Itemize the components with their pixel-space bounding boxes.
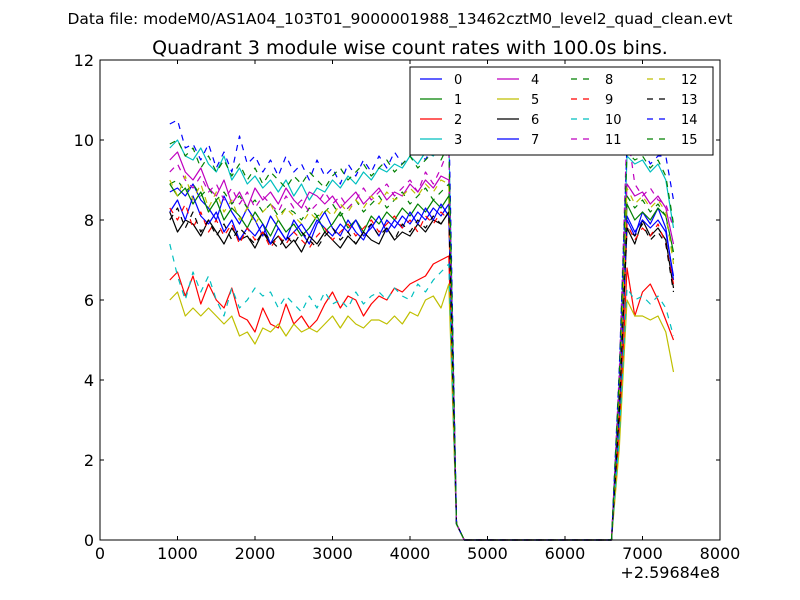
x-tick-label: 0 xyxy=(95,544,105,563)
legend-label-0: 0 xyxy=(454,73,462,88)
x-tick-label: 3000 xyxy=(312,544,353,563)
y-tick-label: 0 xyxy=(84,531,94,550)
tick-layer: 0 1000 2000 3000 4000 5000 6000 7000 80000246810… xyxy=(74,51,741,563)
x-tick-label: 2000 xyxy=(235,544,276,563)
figure-suptitle: Data file: modeM0/AS1A04_103T01_90000019… xyxy=(67,10,732,29)
legend-label-3: 3 xyxy=(454,133,462,148)
y-tick-label: 6 xyxy=(84,291,94,310)
legend-label-7: 7 xyxy=(531,133,539,148)
chart-title: Quadrant 3 module wise count rates with … xyxy=(152,37,668,59)
x-tick-label: 5000 xyxy=(467,544,508,563)
x-tick-label: 1000 xyxy=(157,544,198,563)
legend-label-14: 14 xyxy=(681,113,698,128)
y-tick-label: 4 xyxy=(84,371,94,390)
y-tick-label: 8 xyxy=(84,211,94,230)
legend-label-11: 11 xyxy=(605,133,622,148)
series-line-11 xyxy=(169,127,675,541)
legend-label-4: 4 xyxy=(531,73,539,88)
x-tick-label: 4000 xyxy=(390,544,431,563)
series-line-10 xyxy=(169,243,675,541)
legend-label-1: 1 xyxy=(454,93,462,108)
legend-label-12: 12 xyxy=(681,73,698,88)
x-tick-label: 8000 xyxy=(700,544,741,563)
y-tick-label: 12 xyxy=(74,51,94,70)
legend-label-6: 6 xyxy=(531,113,539,128)
y-tick-label: 2 xyxy=(84,451,94,470)
legend-box xyxy=(409,66,714,156)
y-tick-label: 10 xyxy=(74,131,94,150)
x-tick-label: 7000 xyxy=(622,544,663,563)
x-tick-label: 6000 xyxy=(545,544,586,563)
legend-label-8: 8 xyxy=(605,73,613,88)
legend-label-5: 5 xyxy=(531,93,539,108)
legend-label-15: 15 xyxy=(681,133,698,148)
legend-label-2: 2 xyxy=(454,113,462,128)
legend-label-13: 13 xyxy=(681,93,698,108)
legend-label-9: 9 xyxy=(605,93,613,108)
x-offset-label: +2.59684e8 xyxy=(620,563,720,582)
legend-label-10: 10 xyxy=(605,113,622,128)
